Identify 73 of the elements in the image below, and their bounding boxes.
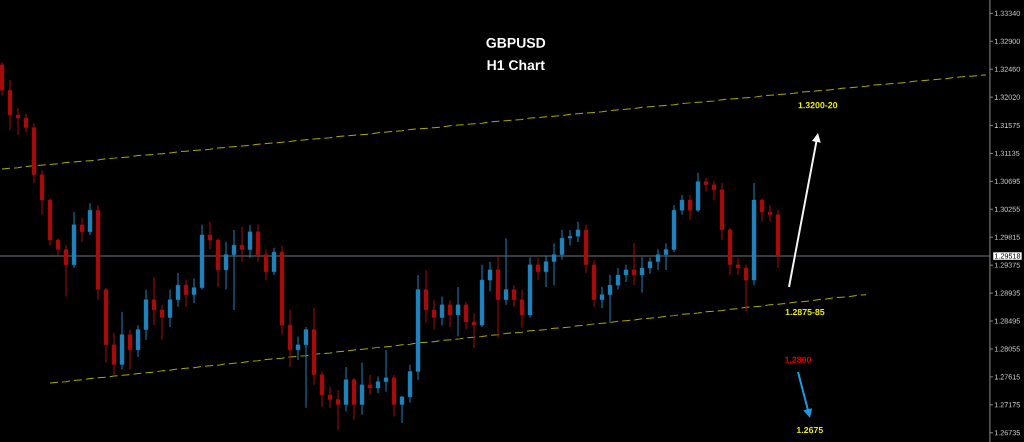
candlestick — [135, 324, 141, 358]
candlestick — [79, 217, 85, 243]
candlestick — [375, 376, 381, 394]
candlestick — [663, 242, 669, 271]
candlestick — [303, 326, 309, 409]
candlestick — [167, 289, 173, 328]
candlestick — [575, 221, 581, 243]
candlestick — [519, 289, 525, 329]
candlestick — [679, 194, 685, 216]
candlestick — [383, 349, 389, 393]
candlestick — [535, 257, 541, 281]
candlestick — [623, 264, 629, 283]
candlestick — [455, 286, 461, 338]
candlestick — [319, 371, 325, 408]
candlestick — [255, 223, 261, 263]
candlestick — [63, 244, 69, 298]
candlestick — [231, 229, 237, 311]
candlestick — [23, 113, 29, 133]
annotation: 1.2675 — [796, 426, 824, 434]
candlestick — [159, 304, 165, 341]
candlestick — [183, 279, 189, 308]
candlestick — [743, 264, 749, 313]
candlestick — [271, 247, 277, 276]
candlestick — [87, 202, 93, 236]
candlestick — [423, 269, 429, 324]
candlestick — [711, 181, 717, 201]
candlestick — [767, 204, 773, 223]
candlestick — [735, 257, 741, 276]
candlestick — [127, 329, 133, 371]
candlestick — [447, 299, 453, 328]
candlestick — [639, 256, 645, 294]
candlestick — [151, 276, 157, 326]
candlestick — [607, 274, 613, 324]
candlestick — [559, 229, 565, 261]
candlestick — [647, 257, 653, 275]
text: GBPUSD — [486, 37, 546, 48]
annotation: 1.2800 — [785, 356, 812, 363]
candlestick — [687, 194, 693, 221]
candlestick — [439, 296, 445, 326]
candlestick — [295, 336, 301, 361]
candlestick — [239, 226, 245, 263]
candlestick — [431, 299, 437, 331]
candlestick — [55, 237, 61, 258]
candlestick — [471, 312, 477, 349]
candlestick — [327, 386, 333, 409]
candlestick — [15, 107, 21, 136]
candlestick — [247, 224, 253, 259]
candlestick — [631, 242, 637, 286]
candlestick — [399, 395, 405, 424]
annotation: 1.2875-85 — [785, 308, 825, 316]
candlestick — [511, 284, 517, 308]
candlestick — [655, 249, 661, 271]
text: H1 Chart — [487, 59, 545, 71]
candlestick — [335, 389, 341, 431]
candlestick — [367, 374, 373, 396]
candlestick — [615, 267, 621, 291]
candlestick — [599, 286, 605, 309]
candlestick — [359, 362, 365, 416]
candlestick — [263, 249, 269, 281]
candlestick — [487, 261, 493, 292]
candlestick — [207, 221, 213, 251]
candlestick — [503, 237, 509, 306]
candlestick — [759, 197, 765, 223]
annotation: 1.3200-20 — [798, 102, 838, 109]
candlestick — [567, 229, 573, 246]
candlestick — [703, 177, 709, 193]
candlestick — [223, 241, 229, 291]
candlestick — [551, 242, 557, 286]
candlestick — [191, 277, 197, 304]
candlestick — [463, 301, 469, 331]
candlestick — [175, 272, 181, 308]
candlestick — [111, 332, 117, 376]
candlestick — [543, 255, 549, 288]
